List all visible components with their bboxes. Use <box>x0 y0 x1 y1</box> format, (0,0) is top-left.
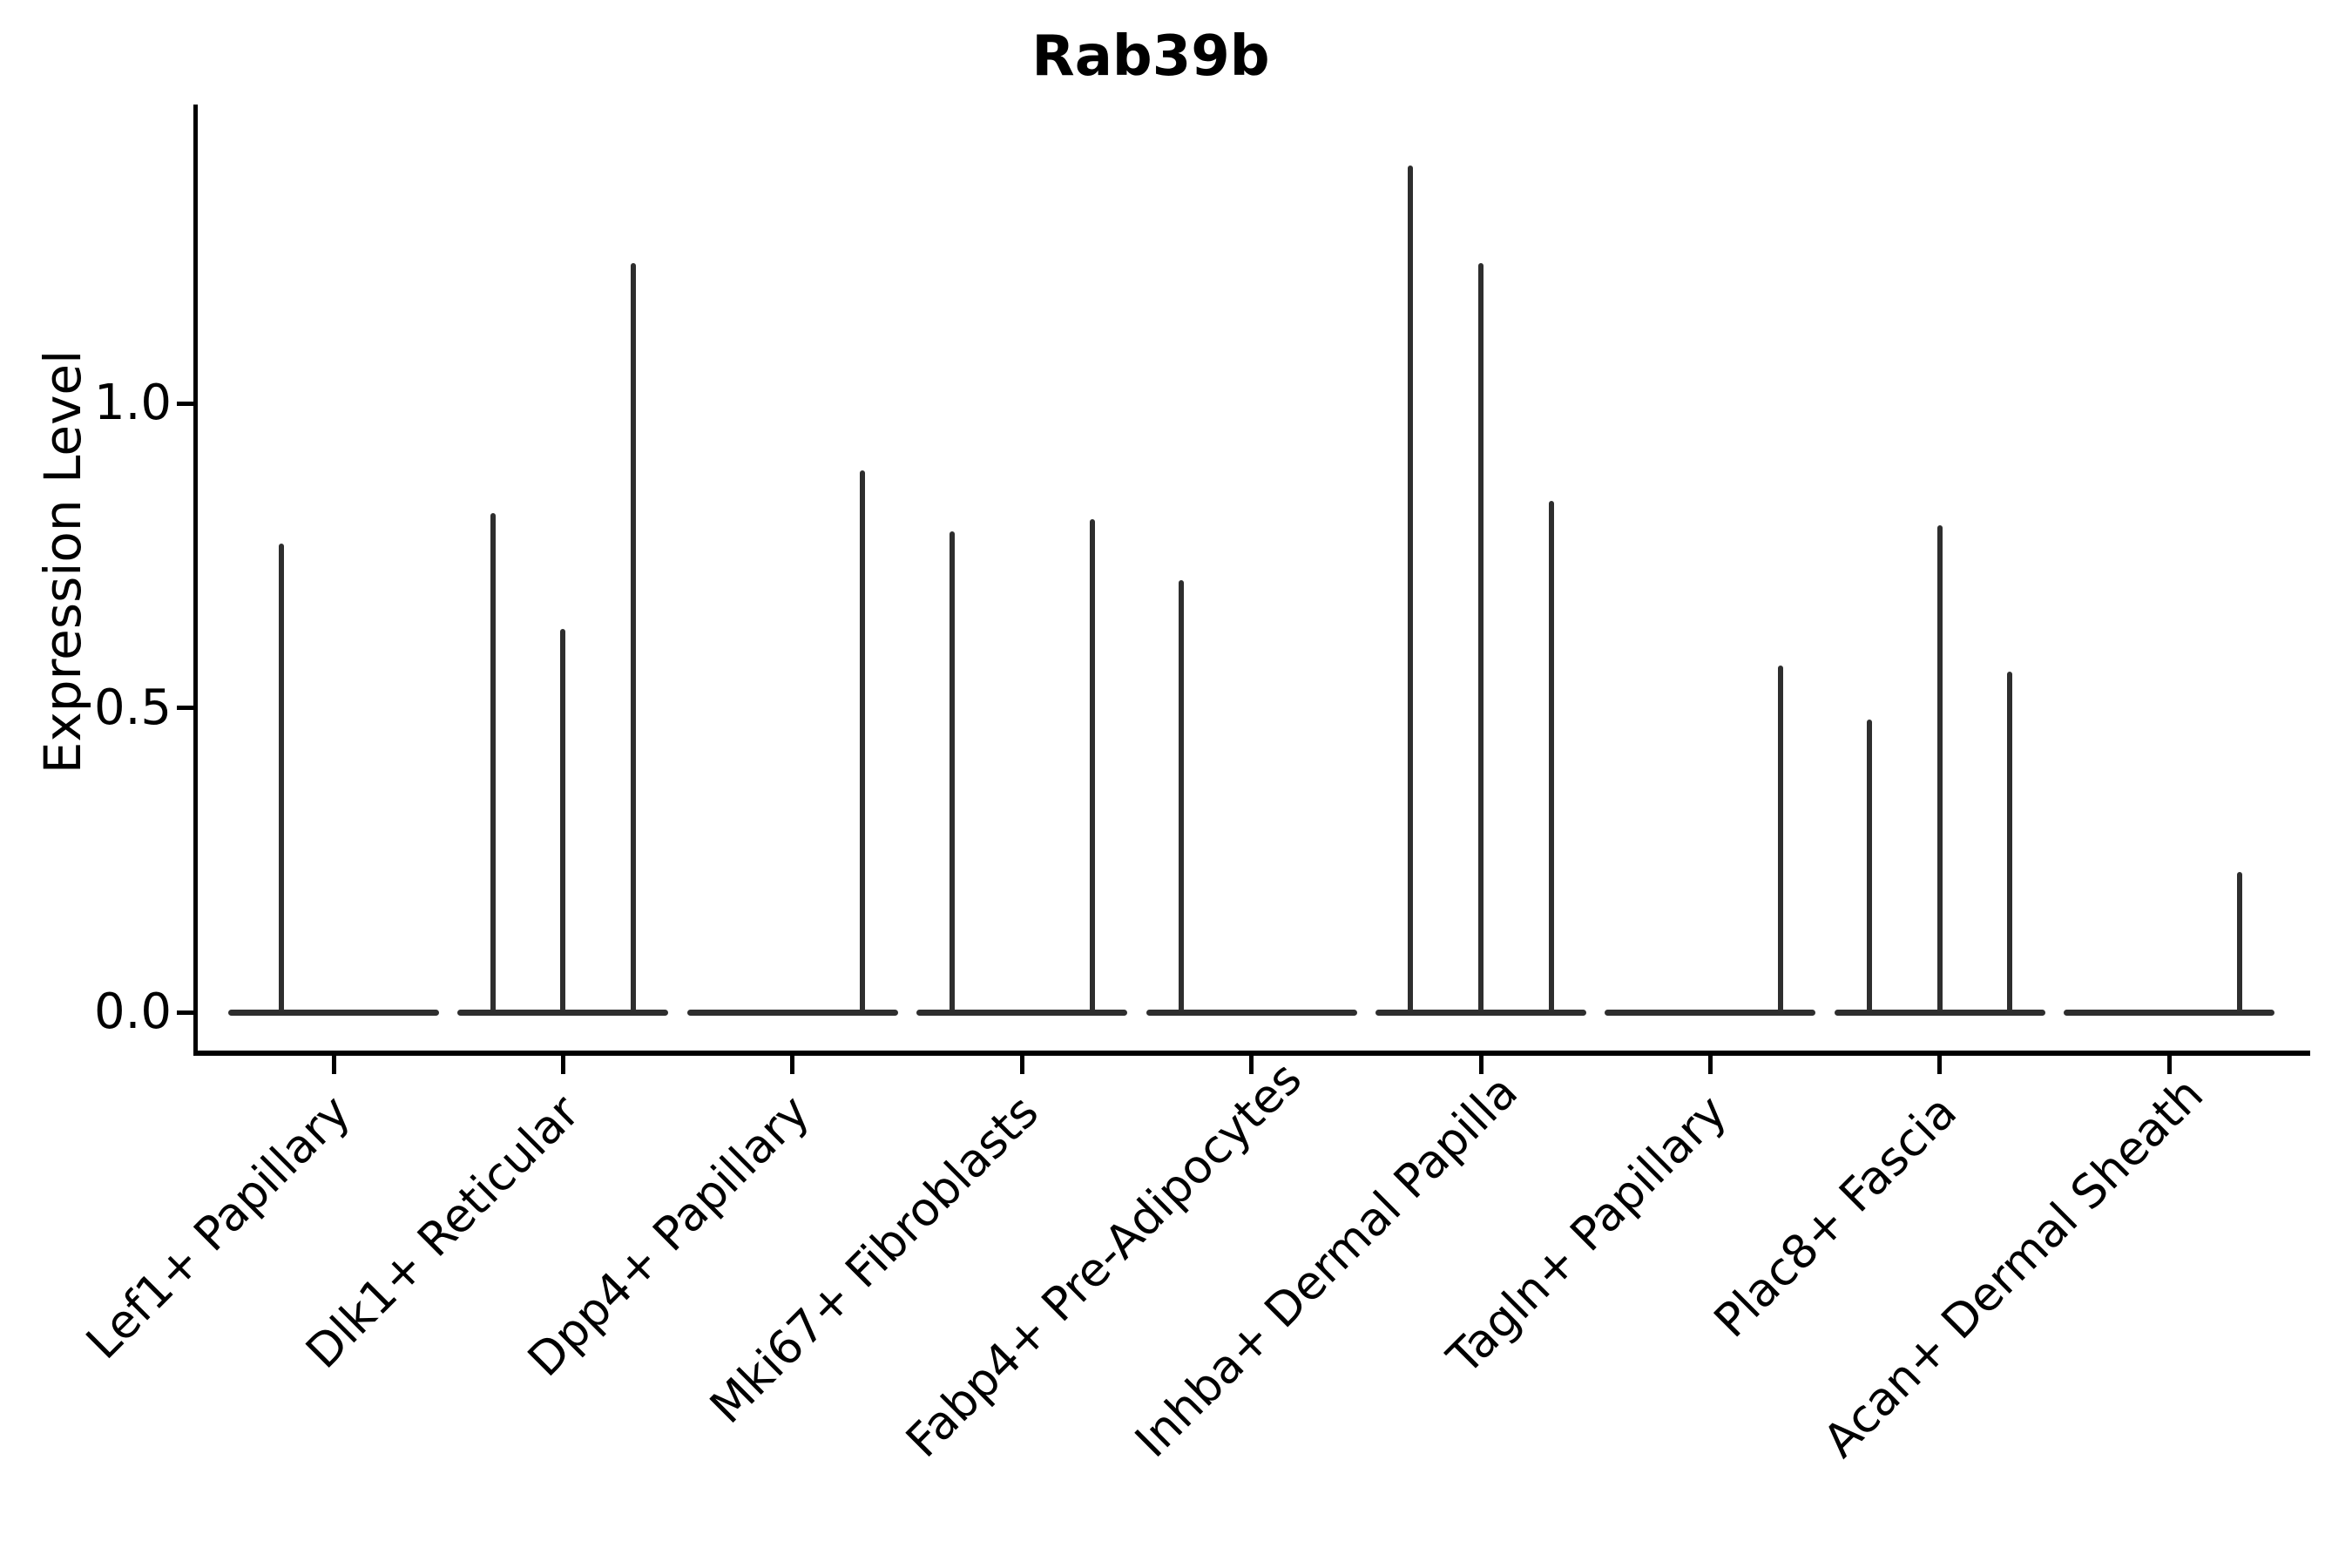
violin-base <box>228 1009 439 1016</box>
y-tick-mark <box>177 401 196 406</box>
violin-spike <box>560 628 566 1015</box>
violin-spike <box>278 543 284 1015</box>
chart-title: Rab39b <box>1031 24 1270 89</box>
violin-spike <box>1178 579 1184 1015</box>
violin-base <box>2064 1009 2275 1016</box>
y-tick-label: 1.0 <box>93 375 172 431</box>
y-axis-spine <box>193 105 198 1055</box>
violin-base <box>1605 1009 1816 1016</box>
violin-spike <box>1089 518 1095 1015</box>
violin-base <box>1146 1009 1357 1016</box>
violin-spike <box>1478 263 1484 1015</box>
violin-spike <box>2007 671 2013 1015</box>
x-tick-mark <box>1478 1054 1484 1074</box>
y-tick-mark <box>177 706 196 710</box>
violin-base <box>916 1009 1128 1016</box>
x-tick-mark <box>1019 1054 1024 1074</box>
y-tick-label: 0.0 <box>93 983 172 1040</box>
violin-spike <box>1936 524 1943 1015</box>
x-tick-mark <box>331 1054 336 1074</box>
violin-spike <box>2236 872 2242 1015</box>
violin-spike <box>1778 665 1784 1015</box>
violin-spike <box>1408 166 1414 1015</box>
y-axis-label: Expression Level <box>33 349 92 774</box>
violin-base <box>686 1009 898 1016</box>
x-tick-mark <box>1249 1054 1254 1074</box>
x-axis-spine <box>193 1051 2310 1056</box>
x-tick-mark <box>1937 1054 1943 1074</box>
x-tick-mark <box>1707 1054 1713 1074</box>
y-tick-mark <box>177 1010 196 1015</box>
x-tick-mark <box>2166 1054 2172 1074</box>
violin-spike <box>949 531 955 1015</box>
violin-spike <box>860 470 866 1015</box>
y-tick-label: 0.5 <box>93 679 172 736</box>
x-tick-mark <box>560 1054 565 1074</box>
violin-spike <box>1867 720 1873 1015</box>
violin-spike <box>1548 500 1554 1015</box>
violin-spike <box>631 263 637 1015</box>
x-tick-label: Lef1+ Papillary <box>76 1085 362 1370</box>
x-tick-mark <box>790 1054 795 1074</box>
violin-spike <box>490 512 496 1015</box>
